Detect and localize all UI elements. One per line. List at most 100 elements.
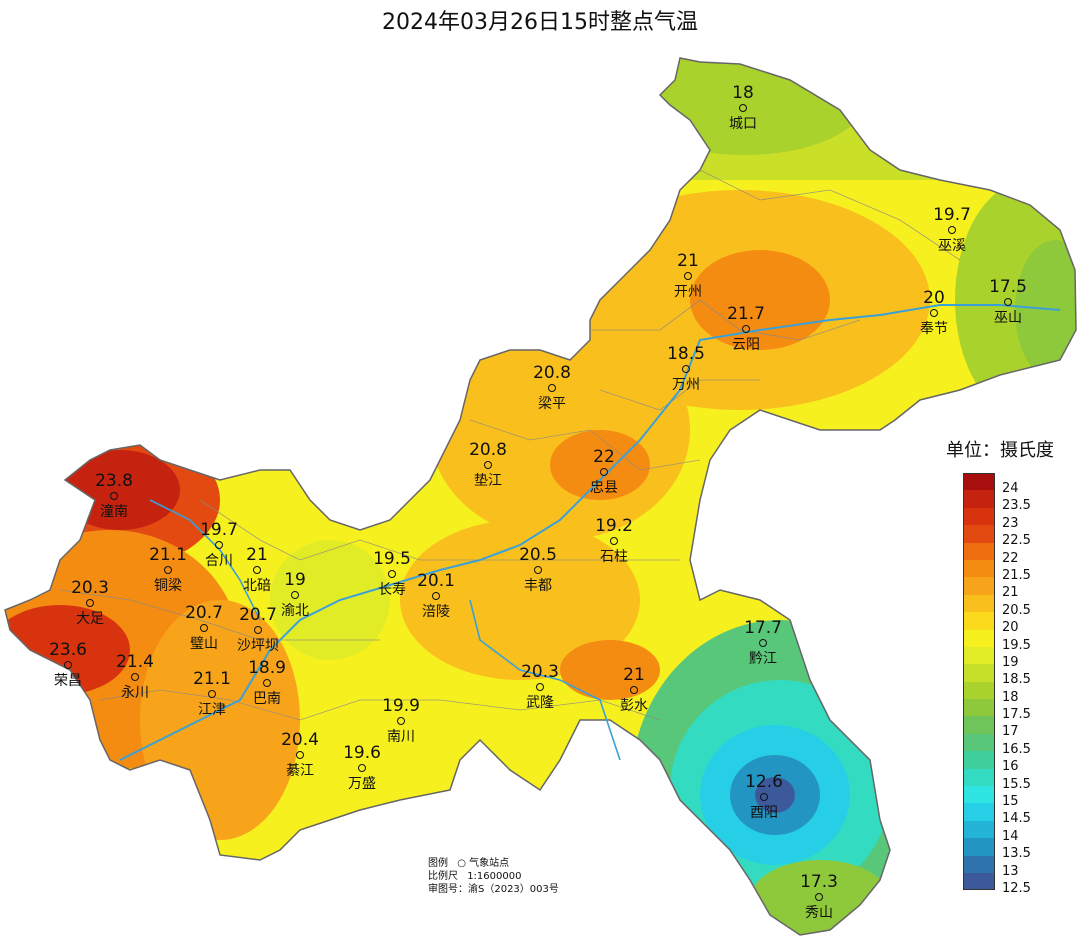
- station-marker-icon: [388, 570, 396, 578]
- legend-label: 15: [1002, 794, 1019, 810]
- legend-swatch: [963, 490, 995, 508]
- station-value: 20.8: [533, 363, 571, 383]
- map-title: 2024年03月26日15时整点气温: [382, 10, 698, 35]
- legend-label: 21.5: [1002, 567, 1031, 583]
- legend-swatch: [963, 803, 995, 821]
- legend-label: 19: [1002, 654, 1019, 670]
- info-scale-label: 比例尺: [428, 871, 458, 882]
- station-value: 17.7: [744, 618, 782, 638]
- station-value: 17.5: [989, 277, 1027, 297]
- station-name: 北碚: [243, 578, 271, 594]
- legend-swatch: [963, 594, 995, 613]
- station-marker-icon: [760, 793, 768, 801]
- station-value: 23.6: [49, 640, 87, 660]
- station-marker-icon: [682, 365, 690, 373]
- legend-swatch: [963, 838, 995, 856]
- legend-swatch: [963, 820, 995, 839]
- legend-label: 18.5: [1002, 672, 1031, 688]
- station-marker-icon: [948, 226, 956, 234]
- station-name: 石柱: [600, 549, 628, 565]
- legend-label: 19.5: [1002, 637, 1031, 653]
- legend-swatch: [963, 733, 995, 752]
- station-marker-icon: [110, 492, 118, 500]
- unit-label: 单位：摄氏度: [946, 440, 1054, 461]
- legend-label: 12.5: [1002, 880, 1031, 896]
- station-marker-icon: [254, 626, 262, 634]
- station-value: 19: [284, 570, 306, 590]
- station-value: 23.8: [95, 471, 133, 491]
- info-legend-label: 图例: [428, 858, 448, 869]
- station-name: 荣昌: [54, 673, 82, 689]
- station-value: 20.3: [521, 662, 559, 682]
- legend-label: 21: [1002, 585, 1019, 601]
- legend-label: 14: [1002, 828, 1019, 844]
- legend-swatch: [963, 786, 995, 804]
- station-name: 巫山: [994, 310, 1022, 326]
- legend-swatch: [963, 612, 995, 630]
- station-marker-icon: [484, 461, 492, 469]
- station-name: 璧山: [190, 636, 218, 652]
- station-name: 云阳: [732, 337, 760, 353]
- station-value: 20.3: [71, 578, 109, 598]
- station-marker-icon: [536, 683, 544, 691]
- legend-label: 22.5: [1002, 533, 1031, 549]
- station-marker-icon: [630, 686, 638, 694]
- legend-label: 20.5: [1002, 602, 1031, 618]
- station-name: 奉节: [920, 321, 948, 337]
- info-scale-value: 1:1600000: [467, 871, 522, 882]
- station-marker-icon: [291, 591, 299, 599]
- station-name: 巫溪: [938, 238, 966, 254]
- station-name: 渝北: [281, 603, 309, 619]
- legend-swatch: [963, 716, 995, 734]
- station-name: 万州: [672, 377, 700, 393]
- station-marker-icon: [610, 537, 618, 545]
- legend-label: 16: [1002, 759, 1019, 775]
- station-value: 17.3: [800, 872, 838, 892]
- station-value: 20.1: [417, 571, 455, 591]
- station-marker-icon: [253, 566, 261, 574]
- station-value: 19.7: [200, 520, 238, 540]
- legend-swatch: [963, 507, 995, 526]
- station-name: 沙坪坝: [237, 638, 279, 654]
- station-value: 21: [677, 251, 699, 271]
- legend-label: 23: [1002, 515, 1019, 531]
- station-name: 涪陵: [422, 604, 450, 620]
- station-name: 江津: [198, 702, 226, 718]
- station-value: 21.4: [116, 652, 154, 672]
- legend-label: 14.5: [1002, 811, 1031, 827]
- station-name: 黔江: [749, 651, 777, 667]
- legend-label: 17: [1002, 724, 1019, 740]
- station-name: 南川: [387, 729, 415, 745]
- station-name: 酉阳: [750, 805, 778, 821]
- legend-swatch: [963, 525, 995, 543]
- legend-swatch: [963, 751, 995, 769]
- station-marker-icon: [930, 309, 938, 317]
- color-legend: [963, 473, 995, 891]
- station-name: 永川: [121, 685, 149, 701]
- station-value: 20.7: [185, 603, 223, 623]
- station-value: 19.7: [933, 205, 971, 225]
- legend-swatch: [963, 542, 995, 560]
- info-legend-item: 气象站点: [469, 858, 510, 869]
- station-name: 开州: [674, 284, 702, 300]
- legend-swatch: [963, 768, 995, 787]
- station-value: 12.6: [745, 772, 783, 792]
- station-name: 城口: [729, 116, 757, 132]
- legend-label: 13: [1002, 863, 1019, 879]
- station-marker-icon: [164, 566, 172, 574]
- station-name: 秀山: [805, 905, 833, 921]
- station-symbol-icon: ○: [457, 858, 466, 869]
- legend-label: 20: [1002, 620, 1019, 636]
- station-value: 19.9: [382, 696, 420, 716]
- station-marker-icon: [397, 717, 405, 725]
- station-value: 20.5: [519, 545, 557, 565]
- legend-swatch: [963, 664, 995, 682]
- station-value: 21.1: [149, 545, 187, 565]
- station-value: 18: [732, 83, 754, 103]
- station-marker-icon: [600, 468, 608, 476]
- station-marker-icon: [131, 673, 139, 681]
- legend-label: 23.5: [1002, 498, 1031, 514]
- station-value: 20.7: [239, 605, 277, 625]
- station-name: 忠县: [590, 480, 618, 496]
- station-value: 18.9: [248, 658, 286, 678]
